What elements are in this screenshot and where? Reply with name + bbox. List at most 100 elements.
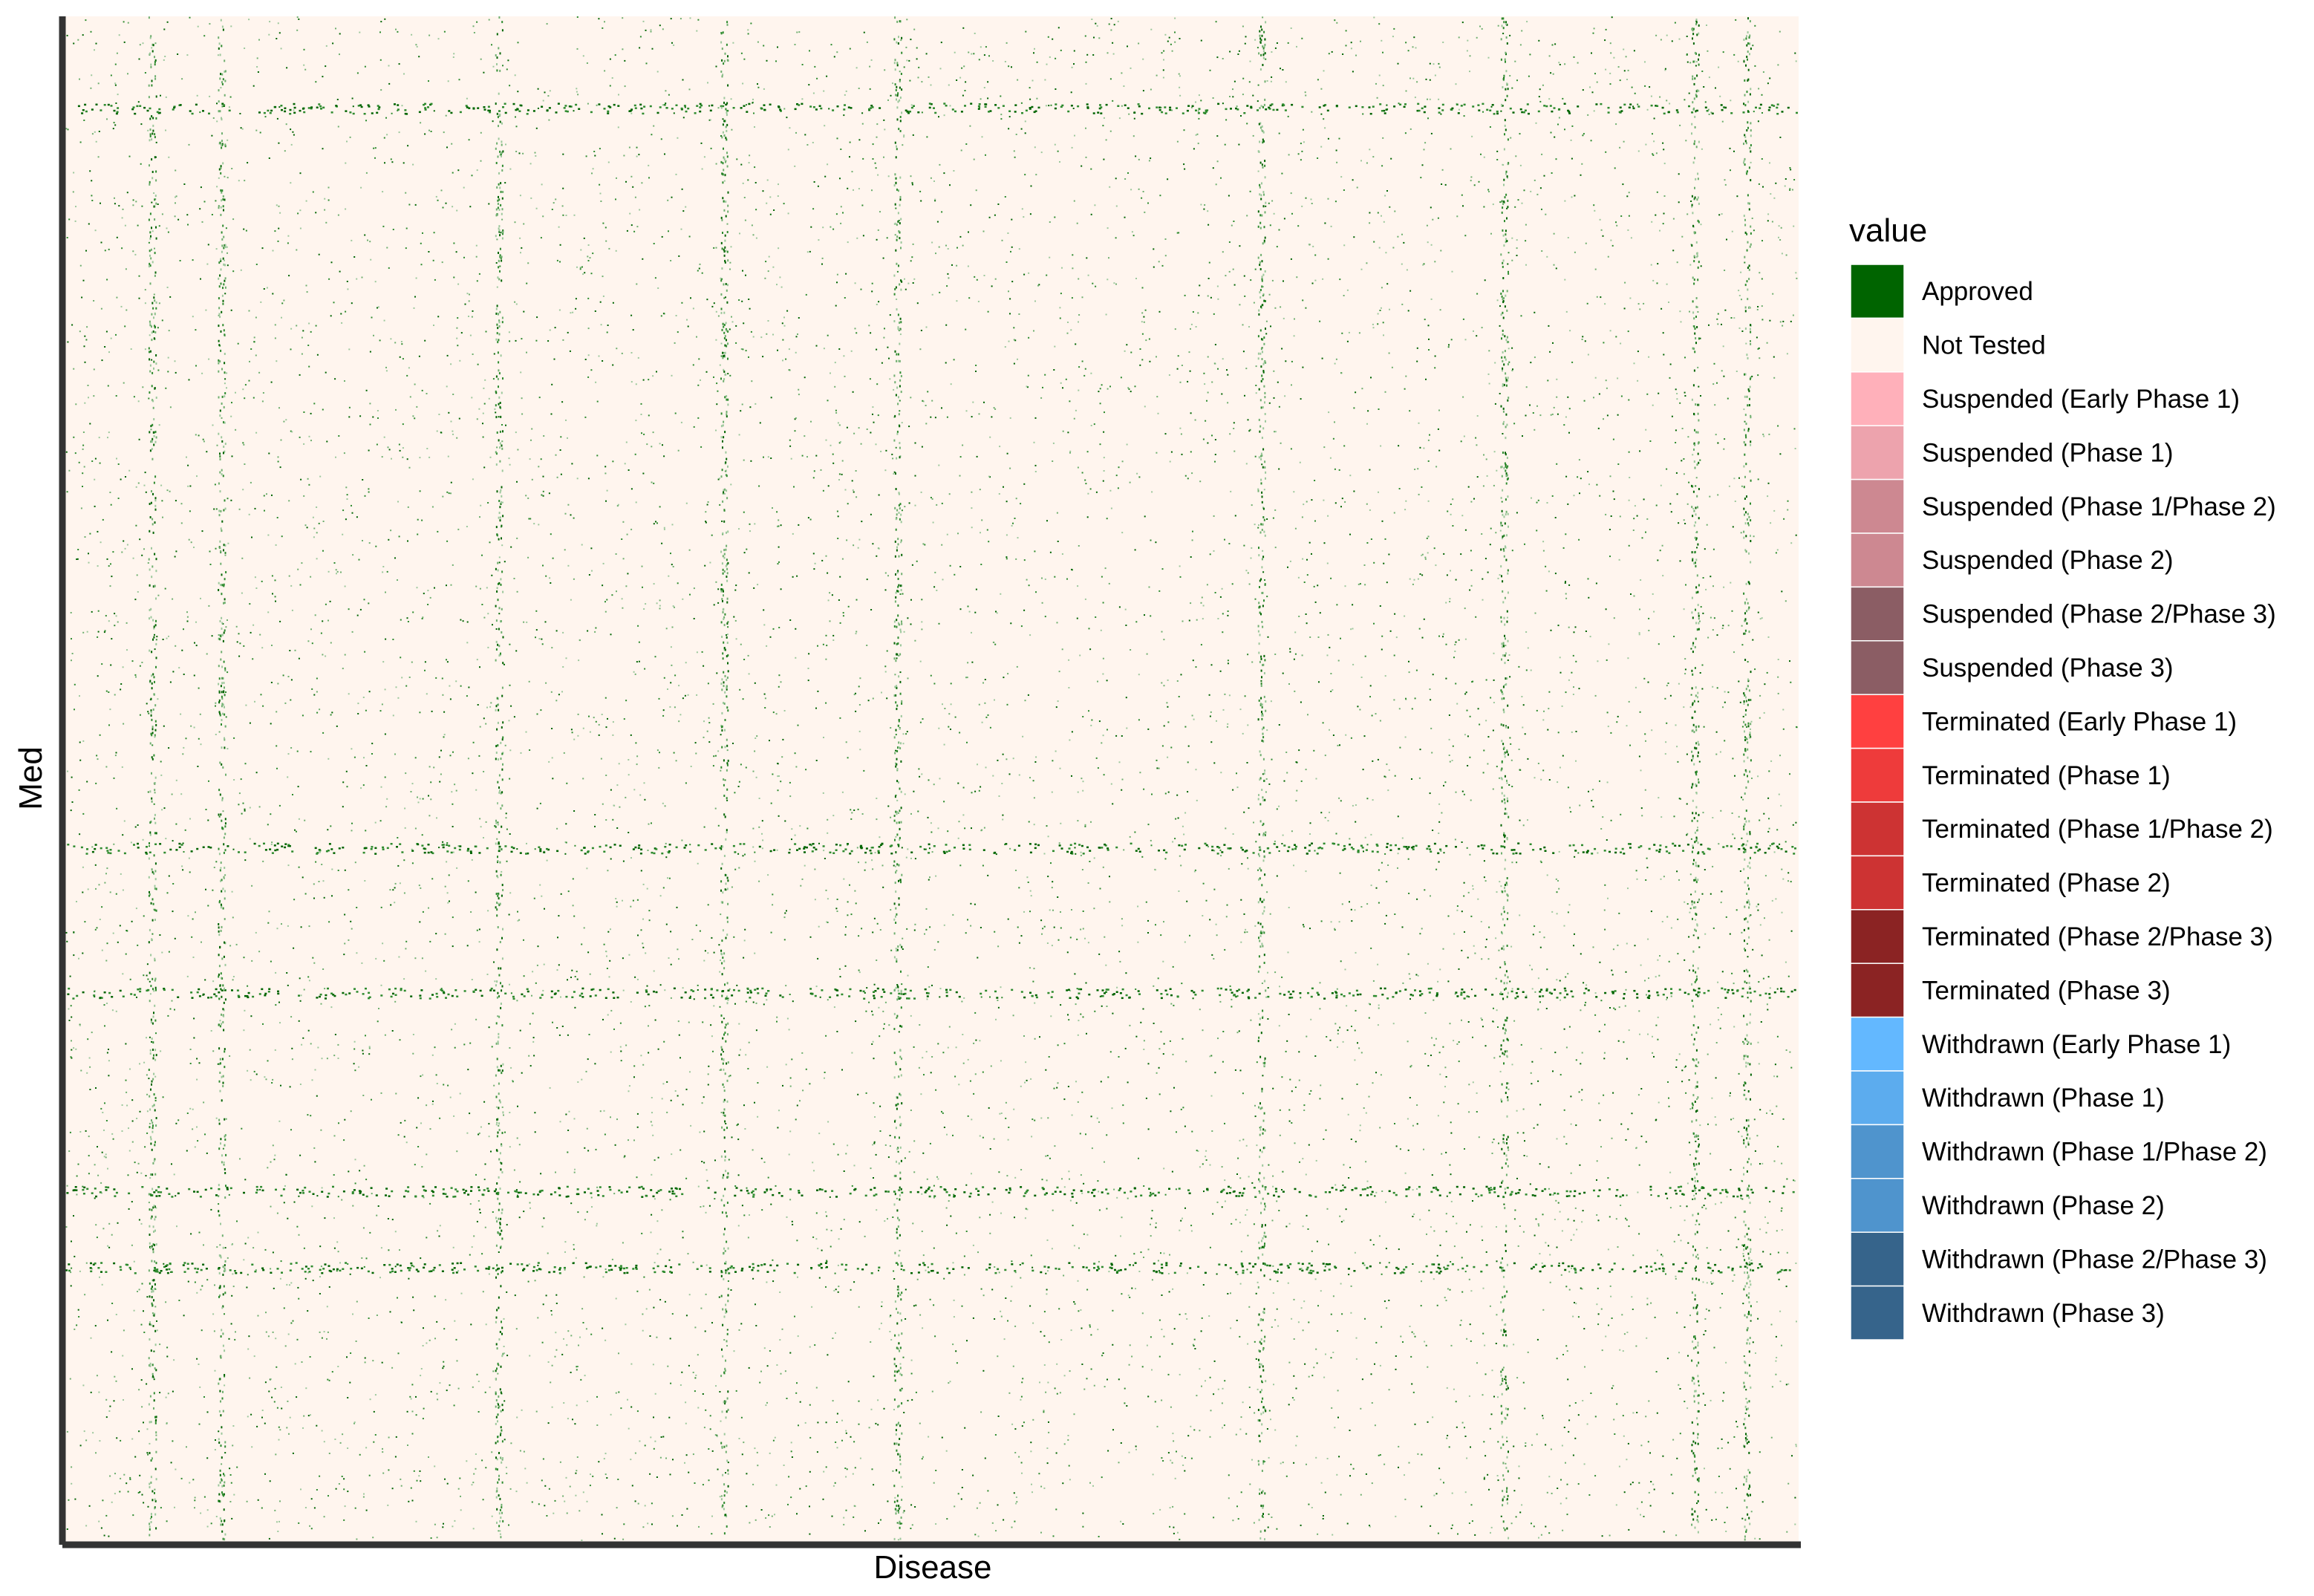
heatmap-cell-1876	[1637, 351, 1639, 353]
heatmap-cell-1820	[1156, 759, 1158, 761]
heatmap-cell-3809	[1518, 749, 1520, 750]
heatmap-cell-845	[1143, 788, 1145, 790]
heatmap-cell-4563	[1245, 463, 1248, 465]
heatmap-cell-4432	[137, 824, 139, 826]
heatmap-cell-3638	[1723, 448, 1725, 450]
heatmap-cell-174	[1158, 767, 1160, 769]
heatmap-cell-3690	[1077, 585, 1079, 587]
heatmap-cell-3380	[165, 129, 166, 131]
heatmap-cell-4716	[498, 1251, 500, 1253]
heatmap-cell-143	[903, 631, 905, 633]
heatmap-cell-2022	[1644, 789, 1646, 791]
heatmap-cell-769	[927, 391, 929, 393]
heatmap-cell-260	[883, 336, 885, 339]
heatmap-cell-3300	[342, 781, 345, 784]
heatmap-cell-3493	[1756, 308, 1759, 310]
heatmap-cell-945	[725, 1472, 726, 1474]
heatmap-cell-685	[1302, 1158, 1304, 1160]
heatmap-cell-1425	[139, 44, 141, 46]
heatmap-cell-4516	[1717, 981, 1719, 983]
heatmap-cell-1354	[1081, 1364, 1083, 1365]
heatmap-cell-1013	[1405, 698, 1407, 700]
heatmap-cell-4684	[1447, 915, 1450, 917]
heatmap-cell-2702	[628, 954, 630, 956]
heatmap-cell-3475	[974, 1534, 977, 1536]
heatmap-cell-192	[634, 196, 636, 198]
heatmap-cell-3018	[858, 971, 861, 974]
heatmap-cell-2902	[1742, 715, 1744, 717]
heatmap-cell-4617	[345, 162, 347, 164]
heatmap-cell-1440	[826, 1260, 828, 1263]
heatmap-cell-4806	[509, 463, 511, 466]
heatmap-cell-2057	[319, 851, 321, 853]
heatmap-cell-969	[896, 299, 898, 300]
heatmap-cell-2399	[821, 559, 824, 561]
heatmap-cell-1837	[564, 853, 567, 855]
heatmap-cell-50	[1450, 504, 1452, 505]
heatmap-cell-2210	[1537, 977, 1539, 980]
heatmap-cell-4686	[1592, 789, 1594, 791]
heatmap-cell-3506	[385, 591, 386, 593]
heatmap-cell-740	[388, 1436, 390, 1439]
heatmap-cell-4672	[1603, 1094, 1605, 1096]
heatmap-cell-3668	[1520, 315, 1522, 317]
heatmap-cell-4483	[1555, 878, 1557, 880]
heatmap-cell-169	[1756, 905, 1758, 908]
heatmap-cell-2640	[1171, 109, 1173, 111]
heatmap-cell-1965	[1430, 1525, 1432, 1527]
heatmap-cell-784	[809, 1346, 811, 1348]
heatmap-cell-2119	[194, 1146, 196, 1148]
heatmap-cell-440	[841, 460, 844, 462]
heatmap-cell-2500	[971, 507, 973, 509]
heatmap-cell-4676	[1005, 1297, 1007, 1299]
heatmap-cell-2489	[1040, 1531, 1042, 1534]
heatmap-cell-1772	[1770, 193, 1772, 195]
heatmap-cell-3385	[1107, 279, 1109, 281]
heatmap-cell-4566	[1767, 213, 1770, 215]
heatmap-cell-285	[99, 919, 101, 920]
heatmap-cell-1401	[301, 1361, 303, 1363]
heatmap-cell-1724	[982, 1369, 985, 1372]
heatmap-cell-1111	[1557, 413, 1559, 415]
heatmap-cell-3767	[1632, 530, 1635, 531]
heatmap-cell-4833	[1496, 1314, 1498, 1316]
heatmap-cell-4641	[540, 237, 542, 239]
heatmap-cell-4728	[922, 400, 924, 402]
heatmap-cell-364	[573, 1118, 576, 1120]
heatmap-cell-2379	[453, 1404, 455, 1407]
heatmap-cell-985	[1384, 922, 1386, 925]
heatmap-cell-2031	[1072, 267, 1074, 270]
heatmap-cell-4257	[1232, 1520, 1234, 1522]
heatmap-cell-2074	[1640, 807, 1643, 810]
heatmap-cell-2765	[65, 128, 68, 130]
heatmap-cell-4276	[581, 1308, 584, 1310]
heatmap-cell-3202	[442, 694, 444, 696]
heatmap-cell-3315	[1254, 598, 1257, 600]
heatmap-cell-561	[1211, 1130, 1213, 1132]
heatmap-cell-1261	[1067, 1014, 1069, 1016]
heatmap-cell-2212	[755, 1303, 756, 1306]
heatmap-cell-2525	[248, 310, 250, 312]
heatmap-cell-4975	[1069, 1199, 1072, 1202]
heatmap-cell-234	[917, 76, 919, 79]
heatmap-cell-2610	[1776, 1105, 1778, 1107]
heatmap-cell-1574	[290, 1129, 292, 1131]
heatmap-cell-1879	[514, 301, 516, 303]
heatmap-cell-4675	[1761, 158, 1763, 160]
heatmap-cell-1636	[1523, 1155, 1525, 1156]
heatmap-cell-3781	[1222, 58, 1224, 59]
heatmap-cell-2597	[158, 424, 160, 426]
heatmap-cell-4156	[1246, 123, 1248, 125]
heatmap-cell-3492	[1388, 352, 1390, 354]
heatmap-cell-564	[1730, 169, 1731, 172]
heatmap-cell-3292	[1140, 1251, 1142, 1254]
heatmap-cell-1097	[1660, 816, 1663, 818]
heatmap-cell-2883	[1573, 945, 1574, 947]
heatmap-cell-4533	[193, 674, 195, 677]
heatmap-cell-960	[359, 608, 362, 610]
heatmap-cell-75	[1780, 1210, 1782, 1212]
heatmap-cell-2034	[1697, 700, 1699, 703]
heatmap-cell-3830	[271, 575, 273, 577]
heatmap-cell-2938	[1626, 725, 1628, 727]
heatmap-cell-3409	[113, 843, 115, 845]
